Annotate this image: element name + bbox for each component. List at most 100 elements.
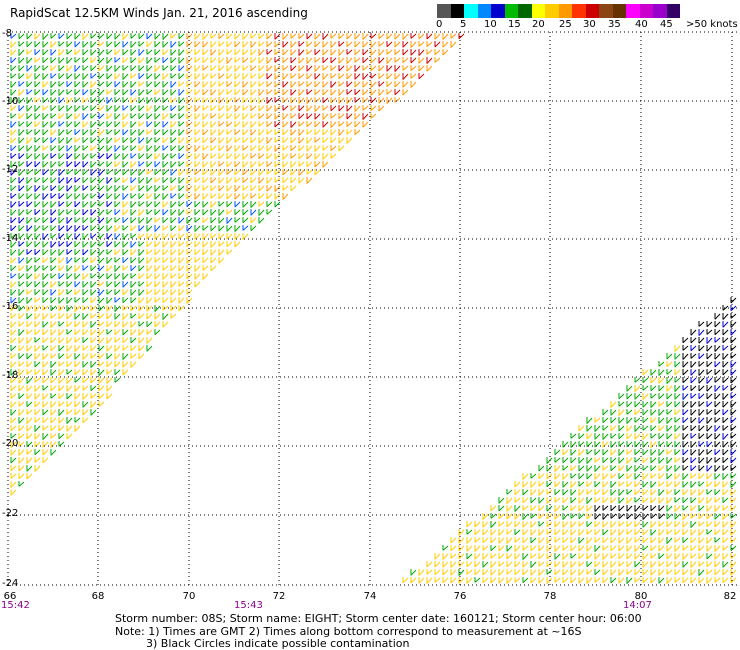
wind-barb	[106, 33, 113, 40]
wind-barb	[674, 553, 681, 560]
wind-barb	[378, 57, 385, 64]
wind-barb	[98, 345, 105, 352]
lon-label: 76	[453, 591, 467, 602]
wind-barb	[578, 497, 585, 504]
wind-barb	[34, 49, 41, 56]
wind-barb	[370, 105, 377, 112]
wind-barb	[66, 169, 73, 175]
wind-barb	[666, 353, 673, 360]
wind-barb	[50, 201, 57, 208]
wind-barb	[66, 193, 73, 200]
wind-barb	[690, 561, 697, 568]
wind-barb	[282, 105, 289, 111]
wind-barb	[146, 177, 153, 184]
wind-barb	[82, 65, 89, 71]
wind-barb	[522, 505, 529, 511]
wind-barb	[130, 353, 137, 359]
wind-barb	[194, 177, 201, 183]
wind-barb	[26, 105, 33, 112]
wind-barb	[90, 105, 97, 112]
wind-barb	[66, 249, 73, 255]
wind-barb	[18, 193, 25, 200]
wind-barb	[722, 433, 729, 440]
wind-barb	[66, 289, 73, 295]
wind-barb	[706, 505, 713, 512]
wind-barb	[210, 233, 217, 239]
wind-barb	[210, 121, 217, 128]
wind-barb	[618, 553, 625, 560]
wind-barb	[210, 225, 217, 232]
wind-barb	[290, 145, 297, 152]
wind-barb	[666, 505, 673, 512]
wind-barb	[330, 49, 337, 56]
wind-barb	[698, 577, 705, 584]
wind-barb	[74, 329, 81, 336]
wind-barb	[26, 113, 33, 120]
wind-barb	[66, 201, 73, 208]
wind-barb	[346, 105, 353, 112]
wind-barb	[114, 185, 121, 192]
wind-barb	[194, 65, 201, 72]
wind-barb	[698, 521, 705, 527]
wind-barb	[258, 65, 265, 72]
wind-barb	[298, 73, 305, 80]
wind-barb	[274, 153, 281, 160]
wind-barb	[178, 49, 185, 56]
wind-barb	[330, 97, 337, 104]
wind-barb	[322, 89, 329, 96]
wind-barb	[242, 121, 249, 128]
wind-barb	[226, 193, 233, 200]
wind-barb	[610, 513, 617, 519]
wind-barb	[58, 105, 65, 112]
wind-barb	[394, 57, 401, 63]
wind-barb	[418, 41, 425, 47]
wind-barb	[130, 105, 137, 112]
wind-barb	[50, 105, 57, 112]
wind-barb	[10, 241, 17, 248]
wind-barb	[554, 457, 561, 463]
wind-barb	[130, 193, 137, 199]
wind-barb	[626, 385, 633, 392]
wind-barb	[690, 497, 697, 504]
wind-barb	[10, 489, 17, 496]
wind-barb	[642, 497, 649, 504]
wind-barb	[34, 145, 41, 152]
wind-barb	[98, 297, 105, 304]
scale-label: >50 knots	[686, 19, 738, 30]
wind-barb	[418, 569, 425, 576]
wind-barb	[170, 185, 177, 192]
wind-barb	[170, 49, 177, 56]
wind-barb	[314, 105, 321, 112]
wind-barb	[634, 377, 641, 383]
wind-barb	[546, 481, 553, 488]
wind-barb	[650, 377, 657, 384]
wind-barb	[602, 577, 609, 584]
wind-barb	[154, 145, 161, 152]
wind-barb	[122, 249, 129, 256]
wind-barb	[74, 265, 81, 272]
wind-barb	[170, 169, 177, 176]
wind-barb	[66, 177, 73, 184]
wind-barb	[690, 489, 697, 496]
wind-barb	[74, 161, 81, 168]
wind-barb	[82, 241, 89, 248]
wind-barb	[130, 313, 137, 319]
wind-barb	[258, 169, 265, 176]
wind-barb	[18, 217, 25, 224]
wind-barb	[170, 289, 177, 296]
wind-barb	[498, 529, 505, 536]
wind-barb	[618, 425, 625, 432]
wind-barb	[370, 65, 377, 72]
wind-barb	[82, 321, 89, 328]
wind-barb	[18, 337, 25, 344]
wind-barb	[202, 209, 209, 216]
wind-barb	[106, 169, 113, 175]
wind-barb	[266, 169, 273, 175]
wind-barb	[274, 33, 281, 40]
wind-barb	[82, 129, 89, 136]
wind-barb	[42, 369, 49, 376]
wind-barb	[170, 281, 177, 288]
wind-barb	[18, 177, 25, 184]
wind-barb	[610, 569, 617, 576]
